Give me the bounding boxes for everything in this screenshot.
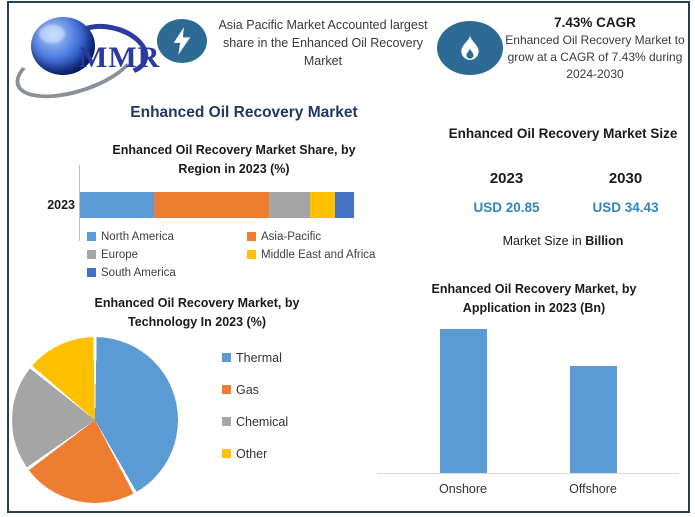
market-size-title: Enhanced Oil Recovery Market Size (448, 126, 678, 141)
legend-marker (247, 232, 256, 241)
region-segment-north-america (80, 192, 154, 218)
cagr-title: 7.43% CAGR (554, 15, 636, 30)
year-start: 2023 (489, 170, 524, 187)
application-bar-column (418, 329, 508, 473)
application-bar-label: Offshore (569, 482, 617, 496)
value-end: USD 34.43 (592, 200, 659, 215)
legend-marker (222, 353, 231, 362)
application-chart-title: Enhanced Oil Recovery Market, by Applica… (431, 282, 637, 316)
legend-marker (222, 417, 231, 426)
legend-item: Thermal (222, 350, 288, 365)
region-segment-south-america (334, 192, 354, 218)
region-legend: North America Asia-Pacific Europe Middle Ea… (87, 228, 375, 281)
header-highlight-1: Asia Pacific Market Accounted largest sh… (218, 18, 428, 69)
caption-unit: Billion (585, 234, 624, 248)
application-bar-label: Onshore (439, 482, 487, 496)
region-segment-asia-pacific (153, 192, 270, 218)
market-size-values: USD 20.85 USD 34.43 (447, 200, 685, 215)
legend-marker (87, 250, 96, 259)
flame-icon (437, 21, 503, 75)
legend-label: Asia-Pacific (261, 230, 322, 243)
technology-chart-title: Enhanced Oil Recovery Market, by Technol… (94, 296, 300, 330)
frame-border: MMR Asia Pacific Market Accounted larges… (7, 1, 690, 513)
application-bar-column (548, 366, 638, 473)
cagr-text: Enhanced Oil Recovery Market to grow at … (505, 33, 685, 81)
header-highlight-2: 7.43% CAGR Enhanced Oil Recovery Market … (499, 15, 691, 82)
year-end: 2030 (608, 170, 643, 187)
region-category-label: 2023 (47, 198, 75, 212)
lightning-icon (157, 19, 207, 63)
legend-label: Europe (101, 248, 139, 261)
legend-label: South America (101, 266, 176, 279)
market-size-caption: Market Size in Billion (438, 234, 688, 248)
legend-label: Other (236, 446, 268, 461)
legend-item: North America (87, 228, 239, 245)
region-segment-europe (269, 192, 311, 218)
region-segment-middle-east-and-africa (310, 192, 335, 218)
application-labels: Onshore Offshore (377, 482, 679, 496)
legend-label: North America (101, 230, 174, 243)
legend-label: Chemical (236, 414, 289, 429)
market-size-years: 2023 2030 (447, 170, 685, 187)
region-chart-title: Enhanced Oil Recovery Market Share, by R… (112, 143, 356, 177)
region-axis-line (79, 165, 80, 241)
legend-label: Gas (236, 382, 259, 397)
legend-marker (87, 232, 96, 241)
lightning-bolt-glyph (173, 27, 191, 55)
legend-marker (222, 449, 231, 458)
region-stacked-bar (80, 192, 354, 218)
caption-prefix: Market Size in (502, 234, 586, 248)
legend-item: Asia-Pacific (247, 228, 375, 245)
legend-label: Thermal (236, 350, 282, 365)
legend-item: Other (222, 446, 288, 461)
logo-text: MMR (79, 41, 161, 74)
legend-item: Europe (87, 246, 239, 263)
technology-pie (12, 337, 178, 503)
legend-marker (247, 250, 256, 259)
application-bar-offshore (569, 366, 617, 473)
legend-item: Chemical (222, 414, 288, 429)
legend-item: Gas (222, 382, 288, 397)
legend-marker (222, 385, 231, 394)
legend-marker (87, 268, 96, 277)
flame-glyph (461, 35, 479, 60)
mmr-logo: MMR (7, 11, 167, 112)
globe-logo-icon (31, 17, 95, 75)
legend-label: Middle East and Africa (261, 248, 376, 261)
legend-item: Middle East and Africa (247, 246, 375, 263)
technology-legend: Thermal Gas Chemical Other (222, 350, 288, 461)
application-plot (377, 321, 679, 474)
legend-item: South America (87, 264, 239, 281)
application-bar-onshore (439, 329, 487, 473)
page-title: Enhanced Oil Recovery Market (130, 104, 358, 121)
value-start: USD 20.85 (473, 200, 540, 215)
